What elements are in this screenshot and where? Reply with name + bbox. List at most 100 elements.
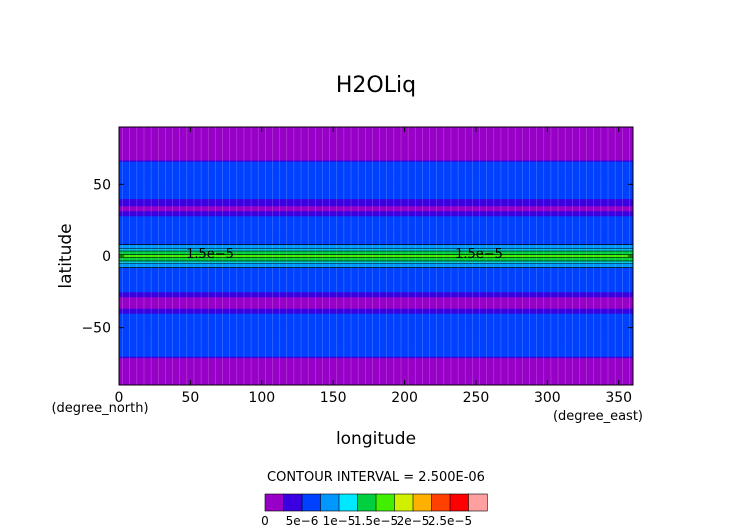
contour-band: [119, 307, 633, 309]
contour-band: [119, 130, 633, 132]
chart-title: H2OLiq: [336, 73, 416, 98]
contour-band: [119, 268, 633, 271]
contour-band: [119, 339, 633, 341]
contour-band: [119, 143, 633, 145]
contour-band: [119, 218, 633, 220]
contour-band: [119, 188, 633, 190]
contour-band: [119, 152, 633, 154]
contour-band: [119, 251, 633, 253]
contour-band: [119, 186, 633, 188]
contour-band: [119, 311, 633, 313]
contour-band: [119, 214, 633, 216]
contour-band: [119, 196, 633, 198]
contour-band: [119, 342, 633, 344]
contour-band: [119, 367, 633, 369]
contour-band: [119, 243, 633, 245]
contour-band: [119, 300, 633, 302]
contour-band: [119, 204, 633, 206]
contour-band: [119, 230, 633, 233]
contour-band: [119, 207, 633, 210]
contour-band: [119, 224, 633, 226]
contour-band: [119, 207, 633, 209]
grid-lines: [122, 127, 630, 385]
contour-band: [119, 257, 633, 259]
contour-band: [119, 324, 633, 326]
contour-band: [119, 154, 633, 157]
contour-band: [119, 202, 633, 205]
contour-band: [119, 285, 633, 287]
contour-band: [119, 379, 633, 382]
contour-band: [119, 301, 633, 303]
contour-band: [119, 368, 633, 370]
contour-band: [119, 354, 633, 357]
contour-band: [119, 149, 633, 151]
contour-band: [119, 197, 633, 199]
contour-band: [119, 282, 633, 284]
contour-band: [119, 319, 633, 321]
x-tick-label: 350: [605, 390, 632, 406]
x-tick-label: 0: [115, 390, 124, 406]
contour-band: [119, 240, 633, 243]
contour-band: [119, 311, 633, 314]
contour-band: [119, 356, 633, 358]
contour-band: [119, 351, 633, 353]
contour-band: [119, 336, 633, 338]
contour-band: [119, 158, 633, 160]
contour-band: [119, 167, 633, 169]
contour-band: [119, 152, 633, 154]
x-tick-label: 100: [248, 390, 275, 406]
contour-band: [119, 182, 633, 185]
contour-band: [119, 147, 633, 149]
contour-band: [119, 220, 633, 222]
contour-band: [119, 288, 633, 290]
contour-band: [119, 350, 633, 352]
contour-band: [119, 304, 633, 306]
contour-band: [119, 372, 633, 374]
contour-band: [119, 310, 633, 312]
contour-band: [119, 172, 633, 174]
contour-band: [119, 140, 633, 142]
contour-band: [119, 245, 633, 248]
contour-band: [119, 180, 633, 182]
contour-band: [119, 211, 633, 213]
contour-band: [119, 261, 633, 263]
contour-band: [119, 132, 633, 134]
contour-band: [119, 382, 633, 384]
contour-band: [119, 159, 633, 162]
colorbar-tick-label: 0: [261, 514, 269, 528]
contour-band: [119, 206, 633, 208]
contour-band: [119, 134, 633, 136]
contour-band: [119, 296, 633, 298]
contour-band: [119, 347, 633, 349]
contour-band: [119, 168, 633, 170]
contour-band: [119, 205, 633, 207]
contour-band: [119, 353, 633, 355]
contour-band: [119, 169, 633, 171]
contour-band: [119, 249, 633, 251]
contour-band: [119, 296, 633, 298]
contour-band: [119, 320, 633, 322]
contour-band: [119, 221, 633, 223]
contour-band: [119, 131, 633, 133]
contour-band: [119, 229, 633, 231]
contour-band: [119, 170, 633, 172]
contour-band: [119, 187, 633, 190]
contour-band: [119, 134, 633, 136]
contour-band: [119, 314, 633, 316]
contour-band: [119, 271, 633, 273]
contour-band: [119, 258, 633, 260]
contour-band: [119, 144, 633, 147]
contour-band: [119, 376, 633, 378]
contour-band: [119, 373, 633, 375]
contour-band: [119, 286, 633, 288]
contour-band: [119, 227, 633, 229]
contour-band: [119, 128, 633, 130]
contour-band: [119, 171, 633, 173]
contour-band: [119, 223, 633, 225]
contour-band: [119, 265, 633, 267]
contour-field: [119, 127, 633, 386]
contour-band: [119, 187, 633, 189]
contour-band: [119, 205, 633, 207]
contour-band: [119, 365, 633, 367]
contour-band: [119, 154, 633, 156]
